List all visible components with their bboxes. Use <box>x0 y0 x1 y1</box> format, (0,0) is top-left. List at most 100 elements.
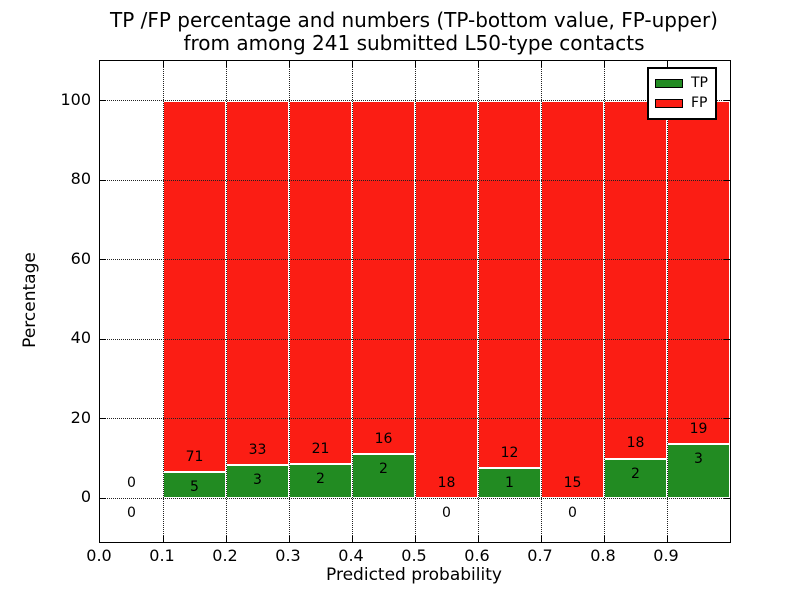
x-tick-mark <box>162 61 164 67</box>
y-tick-mark <box>724 179 730 181</box>
bar-tp-count-label: 2 <box>316 470 325 487</box>
x-tick-mark <box>540 536 542 542</box>
x-tick-mark <box>603 61 605 67</box>
bar-fp-segment <box>415 100 478 499</box>
chart-title-line1: TP /FP percentage and numbers (TP-bottom… <box>110 8 718 32</box>
x-tick-label: 0.6 <box>464 546 490 565</box>
bar-fp-count-label: 0 <box>127 475 136 492</box>
bar-fp-count-label: 71 <box>185 449 204 465</box>
x-tick-mark <box>225 536 227 542</box>
bar-tp-count-label: 2 <box>631 465 640 482</box>
bar-tp-segment <box>667 444 730 499</box>
bar-fp-segment <box>289 100 352 464</box>
x-tick-label: 0.8 <box>590 546 616 565</box>
legend: TP FP <box>647 67 717 120</box>
y-tick-label: 20 <box>70 407 91 427</box>
bar-fp-segment <box>667 100 730 445</box>
y-tick-mark <box>100 338 106 340</box>
y-tick-mark <box>724 497 730 499</box>
x-tick-label: 0.0 <box>86 546 112 565</box>
bar-fp-segment <box>352 100 415 455</box>
x-tick-label: 0.2 <box>212 546 238 565</box>
y-tick-mark <box>724 418 730 420</box>
x-gridline <box>288 61 290 542</box>
y-tick-mark <box>100 418 106 420</box>
y-tick-label: 100 <box>60 89 91 109</box>
x-tick-label: 0.5 <box>401 546 427 565</box>
x-tick-mark <box>540 61 542 67</box>
plot-area: TP FP 0 0 71 5 33 3 21 2 16 2 18 0 12 1 15 0 18 2 19 3 <box>99 60 731 543</box>
legend-item-tp: TP <box>655 73 709 93</box>
bar-fp-segment <box>163 100 226 473</box>
legend-label-fp: FP <box>691 95 708 111</box>
chart-title-line2: from among 241 submitted L50-type contac… <box>183 31 645 55</box>
x-gridline <box>666 61 668 542</box>
bar-tp-count-label: 3 <box>694 451 703 468</box>
legend-swatch-fp-icon <box>655 98 683 108</box>
x-axis-label: Predicted probability <box>326 565 502 585</box>
bar-tp-count-label: 0 <box>442 505 451 522</box>
y-tick-mark <box>100 179 106 181</box>
y-tick-mark <box>100 100 106 102</box>
bar-fp-count-label: 15 <box>563 475 582 492</box>
x-tick-mark <box>477 536 479 542</box>
y-tick-label: 80 <box>70 169 91 189</box>
x-tick-mark <box>414 61 416 67</box>
x-tick-mark <box>288 536 290 542</box>
x-gridline <box>603 61 605 542</box>
x-tick-label: 0.3 <box>275 546 301 565</box>
legend-swatch-tp-icon <box>655 78 683 88</box>
x-gridline <box>162 61 164 542</box>
y-tick-mark <box>724 259 730 261</box>
x-tick-label: 0.4 <box>338 546 364 565</box>
x-tick-mark <box>351 61 353 67</box>
x-tick-mark <box>351 536 353 542</box>
bar-fp-count-label: 16 <box>374 430 393 447</box>
y-tick-mark <box>100 259 106 261</box>
x-gridline <box>225 61 227 542</box>
bar-fp-segment <box>604 100 667 459</box>
chart-title: TP /FP percentage and numbers (TP-bottom… <box>99 9 729 55</box>
x-tick-label: 0.9 <box>653 546 679 565</box>
y-tick-mark <box>724 100 730 102</box>
x-gridline <box>477 61 479 542</box>
bar-fp-segment <box>478 100 541 468</box>
x-tick-label: 0.7 <box>527 546 553 565</box>
bar-tp-count-label: 0 <box>127 505 136 522</box>
legend-item-fp: FP <box>655 93 709 113</box>
x-tick-mark <box>225 61 227 67</box>
bar-tp-count-label: 3 <box>253 472 262 489</box>
x-tick-label: 0.1 <box>149 546 175 565</box>
x-gridline <box>540 61 542 542</box>
bar-tp-count-label: 0 <box>568 505 577 522</box>
y-tick-mark <box>724 338 730 340</box>
bar-fp-segment <box>226 100 289 466</box>
x-tick-mark <box>603 536 605 542</box>
bar-tp-segment <box>163 472 226 499</box>
y-tick-label: 40 <box>70 328 91 348</box>
bar-fp-count-label: 21 <box>311 440 330 457</box>
x-tick-mark <box>162 536 164 542</box>
bar-fp-count-label: 18 <box>626 435 645 452</box>
x-tick-mark <box>477 61 479 67</box>
x-gridline <box>351 61 353 542</box>
bar-fp-count-label: 19 <box>689 420 708 437</box>
legend-label-tp: TP <box>691 75 708 91</box>
y-tick-mark <box>100 497 106 499</box>
y-tick-label: 0 <box>80 487 91 507</box>
x-tick-mark <box>666 536 668 542</box>
y-tick-label: 60 <box>70 248 91 268</box>
bar-tp-segment <box>352 454 415 499</box>
bar-tp-count-label: 2 <box>379 461 388 478</box>
x-tick-mark <box>288 61 290 67</box>
bar-fp-count-label: 12 <box>500 444 519 461</box>
x-gridline <box>414 61 416 542</box>
bar-tp-count-label: 1 <box>505 474 514 491</box>
bar-fp-count-label: 18 <box>437 475 456 492</box>
bar-tp-segment <box>604 458 667 499</box>
bar-fp-segment <box>541 100 604 499</box>
bar-fp-count-label: 33 <box>248 442 267 459</box>
x-tick-mark <box>666 61 668 67</box>
bar-tp-segment <box>289 463 352 499</box>
bar-tp-count-label: 5 <box>190 479 199 496</box>
